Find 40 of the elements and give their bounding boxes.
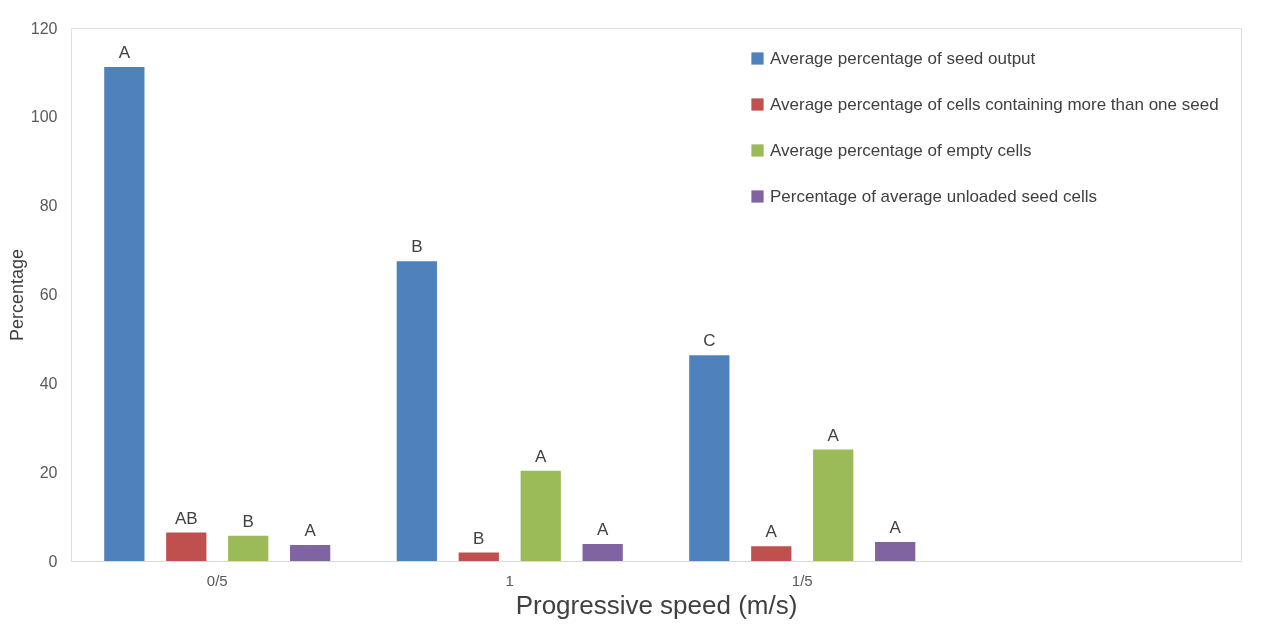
y-tick-label: 0 bbox=[48, 552, 58, 570]
bar bbox=[875, 541, 916, 561]
data-label: B bbox=[242, 511, 254, 531]
bar bbox=[751, 546, 792, 561]
bar bbox=[228, 535, 269, 561]
y-tick-label: 100 bbox=[30, 108, 58, 126]
x-tick-label: 0/5 bbox=[206, 571, 228, 589]
bar bbox=[813, 449, 854, 561]
bar bbox=[458, 552, 499, 561]
y-tick-label: 20 bbox=[39, 463, 58, 481]
data-label: A bbox=[765, 522, 778, 542]
legend-label: Percentage of average unloaded seed cells bbox=[770, 186, 1098, 206]
x-tick-label: 1/5 bbox=[791, 571, 813, 589]
data-label: A bbox=[304, 521, 317, 541]
x-tick-label: 1 bbox=[505, 571, 514, 589]
data-label: A bbox=[827, 425, 840, 445]
legend-label: Average percentage of cells containing more than one seed bbox=[770, 94, 1219, 114]
legend-label: Average percentage of empty cells bbox=[770, 140, 1032, 160]
data-label: A bbox=[118, 43, 131, 63]
y-tick-label: 80 bbox=[39, 197, 58, 215]
y-tick-label: 120 bbox=[30, 19, 58, 37]
bar bbox=[166, 532, 207, 561]
y-tick-label: 40 bbox=[39, 374, 58, 392]
bar bbox=[689, 355, 730, 561]
x-axis-title: Progressive speed (m/s) bbox=[515, 589, 798, 620]
data-label: A bbox=[535, 446, 548, 466]
data-label: A bbox=[889, 517, 902, 537]
data-label: AB bbox=[174, 508, 198, 528]
bar bbox=[520, 470, 561, 561]
y-tick-label: 60 bbox=[39, 286, 58, 303]
bar bbox=[582, 544, 623, 561]
legend-label: Average percentage of seed output bbox=[770, 48, 1036, 68]
data-label: C bbox=[703, 331, 716, 351]
bar bbox=[290, 545, 331, 561]
data-label: A bbox=[596, 520, 609, 540]
bar bbox=[396, 261, 437, 561]
y-axis-title: Percentage bbox=[6, 248, 27, 342]
data-label: B bbox=[411, 237, 423, 257]
data-label: B bbox=[473, 528, 485, 548]
bar bbox=[104, 67, 145, 561]
